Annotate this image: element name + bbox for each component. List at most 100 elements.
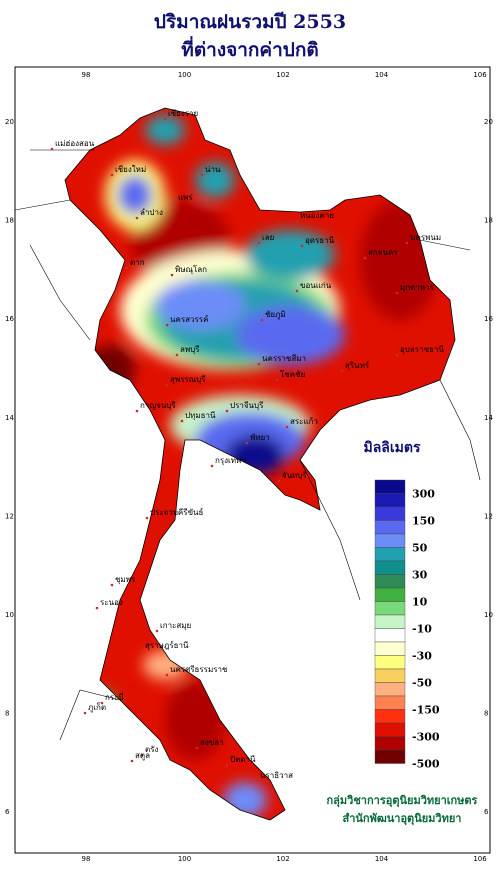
legend-swatch	[374, 560, 406, 575]
place-label: นครศรีธรรมราช	[170, 665, 228, 674]
legend-label: -300	[412, 731, 440, 744]
place-label: กรุงเทพฯ	[215, 456, 246, 465]
place-label: เชียงใหม่	[115, 165, 146, 174]
legend-swatch	[374, 736, 406, 751]
lat-label: 8	[484, 710, 488, 718]
place-label: นราธิวาส	[260, 771, 293, 780]
place-label: อุดรธานี	[305, 236, 335, 245]
legend-label: -50	[412, 677, 432, 690]
legend-swatch	[374, 709, 406, 724]
station-dot	[173, 201, 177, 205]
legend-swatch	[374, 520, 406, 535]
place-label: ปทุมธานี	[185, 411, 216, 420]
lat-label: 10	[5, 611, 14, 619]
legend-swatch	[374, 655, 406, 670]
place-label: ลำปาง	[140, 208, 163, 217]
lat-label: 12	[5, 512, 14, 520]
lon-label: 98	[82, 855, 91, 863]
station-dot	[260, 318, 264, 322]
station-dot	[277, 479, 281, 483]
place-label: หนองคาย	[300, 211, 334, 220]
station-dot	[175, 353, 179, 357]
place-label: ปราจีนบุรี	[230, 401, 264, 410]
station-dot	[140, 753, 144, 757]
legend-swatch	[374, 614, 406, 629]
place-label: นครราชสีมา	[262, 354, 306, 363]
station-dot	[100, 701, 104, 705]
station-dot	[395, 291, 399, 295]
lon-label: 100	[178, 71, 191, 79]
place-label: สตูล	[135, 751, 150, 761]
place-label: กระบี่	[105, 691, 124, 702]
legend-label: -30	[412, 650, 432, 663]
station-dot	[285, 425, 289, 429]
lat-label: 20	[484, 118, 493, 126]
place-label: ลพบุรี	[180, 345, 200, 354]
station-dot	[295, 289, 299, 293]
legend-title: มิลลิเมตร	[363, 440, 420, 456]
legend-swatch	[374, 479, 406, 494]
place-label: กาญจนบุรี	[140, 401, 176, 410]
place-label: น่าน	[205, 165, 221, 174]
lat-label: 16	[484, 315, 493, 323]
legend-swatch	[374, 587, 406, 602]
lon-label: 102	[276, 71, 289, 79]
lon-label: 98	[82, 71, 91, 79]
station-dot	[257, 362, 261, 366]
station-dot	[110, 173, 114, 177]
lat-label: 18	[5, 217, 14, 225]
place-label: อุบลราชธานี	[400, 345, 444, 354]
place-label: พิษณุโลก	[175, 264, 207, 274]
station-dot	[405, 241, 409, 245]
place-label: สงขลา	[200, 738, 224, 747]
station-dot	[275, 378, 279, 382]
station-dot	[180, 419, 184, 423]
station-dot	[200, 173, 204, 177]
place-label: นครพนม	[410, 233, 441, 242]
station-dot	[145, 516, 149, 520]
place-label: ภูเก็ต	[88, 702, 106, 713]
station-dot	[300, 244, 304, 248]
place-label: ชุมพร	[115, 575, 136, 584]
place-label: ชัยภูมิ	[265, 310, 286, 320]
station-dot	[165, 383, 169, 387]
legend-swatch	[374, 722, 406, 737]
lat-label: 14	[5, 414, 14, 422]
legend-swatch	[374, 682, 406, 697]
place-label: สระแก้ว	[290, 417, 318, 426]
lat-label: 10	[484, 611, 493, 619]
station-dot	[245, 441, 249, 445]
title-line: ปริมาณฝนรวมปี 2553	[154, 11, 346, 33]
station-dot	[95, 606, 99, 610]
legend-label: 150	[412, 515, 435, 528]
legend-swatch	[374, 695, 406, 710]
lon-label: 106	[473, 855, 487, 863]
lat-label: 16	[5, 315, 14, 323]
lat-label: 14	[484, 414, 493, 422]
legend-swatch	[374, 601, 406, 616]
lat-label: 18	[484, 217, 493, 225]
legend-label: -150	[412, 704, 440, 717]
station-dot	[155, 629, 159, 633]
map-frame	[14, 66, 491, 854]
lon-label: 106	[473, 71, 487, 79]
place-label: จันทบุรี	[282, 471, 308, 480]
lat-label: 6	[484, 808, 489, 816]
station-dot	[210, 464, 214, 468]
legend-swatch	[374, 493, 406, 508]
legend-swatch	[374, 749, 406, 764]
credit: สำนักพัฒนาอุตุนิยมวิทยา	[343, 812, 462, 826]
lat-label: 20	[5, 118, 14, 126]
legend-label: -10	[412, 623, 432, 636]
legend-label: 300	[412, 488, 435, 501]
station-dot	[135, 409, 139, 413]
station-dot	[295, 219, 299, 223]
station-dot	[140, 649, 144, 653]
legend-swatch	[374, 547, 406, 562]
legend-swatch	[374, 641, 406, 656]
legend-swatch	[374, 533, 406, 548]
lat-label: 8	[5, 710, 9, 718]
place-label: นครสวรรค์	[170, 314, 208, 324]
neighbor-border	[14, 149, 481, 741]
